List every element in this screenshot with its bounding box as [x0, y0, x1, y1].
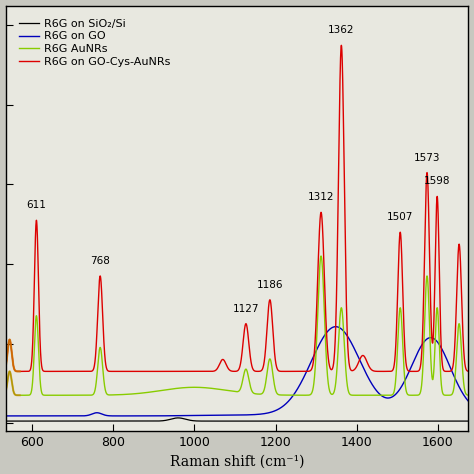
R6G on SiO₂/Si — [282, 418, 287, 424]
R6G AuNRs — [318, 253, 324, 259]
Text: 611: 611 — [27, 201, 46, 210]
R6G on SiO₂/Si — [3, 418, 9, 424]
R6G on GO — [87, 412, 93, 418]
Legend: R6G on SiO₂/Si, R6G on GO, R6G AuNRs, R6G on GO-Cys-AuNRs: R6G on SiO₂/Si, R6G on GO, R6G AuNRs, R6… — [16, 15, 173, 70]
R6G on GO — [468, 401, 474, 406]
R6G on GO — [333, 324, 338, 329]
Text: 1186: 1186 — [256, 280, 283, 290]
R6G on GO-Cys-AuNRs — [385, 369, 391, 374]
R6G on GO-Cys-AuNRs — [181, 369, 186, 374]
Text: 1312: 1312 — [308, 192, 334, 202]
R6G on SiO₂/Si — [181, 416, 186, 421]
Text: 1127: 1127 — [233, 304, 259, 314]
Line: R6G on GO-Cys-AuNRs: R6G on GO-Cys-AuNRs — [6, 46, 471, 372]
R6G on SiO₂/Si — [350, 418, 356, 424]
R6G on GO — [282, 402, 287, 408]
R6G AuNRs — [381, 392, 387, 398]
R6G on SiO₂/Si — [87, 418, 93, 424]
R6G on GO — [385, 395, 391, 401]
X-axis label: Raman shift (cm⁻¹): Raman shift (cm⁻¹) — [170, 455, 304, 468]
R6G AuNRs — [385, 392, 391, 398]
R6G AuNRs — [180, 385, 186, 391]
R6G on GO-Cys-AuNRs — [338, 43, 344, 48]
R6G AuNRs — [3, 389, 9, 395]
R6G on GO-Cys-AuNRs — [3, 364, 9, 370]
R6G on GO-Cys-AuNRs — [51, 369, 57, 374]
R6G on GO — [3, 413, 9, 419]
R6G AuNRs — [468, 392, 474, 398]
Text: 1507: 1507 — [387, 212, 413, 222]
R6G AuNRs — [305, 392, 311, 398]
Text: 1598: 1598 — [424, 176, 450, 186]
R6G on SiO₂/Si — [175, 415, 181, 421]
R6G on GO — [305, 366, 311, 372]
R6G on GO-Cys-AuNRs — [468, 369, 474, 374]
Line: R6G on GO: R6G on GO — [6, 327, 471, 416]
R6G on SiO₂/Si — [305, 418, 311, 424]
R6G on GO — [180, 413, 186, 419]
R6G on SiO₂/Si — [468, 418, 474, 424]
Text: 1573: 1573 — [414, 153, 440, 163]
Line: R6G on SiO₂/Si: R6G on SiO₂/Si — [6, 418, 471, 421]
R6G on GO-Cys-AuNRs — [87, 368, 93, 374]
R6G on GO-Cys-AuNRs — [305, 368, 311, 374]
R6G on GO — [350, 342, 356, 348]
R6G AuNRs — [87, 392, 93, 398]
R6G AuNRs — [282, 392, 287, 398]
Line: R6G AuNRs: R6G AuNRs — [6, 256, 471, 395]
Text: 768: 768 — [90, 256, 110, 266]
R6G AuNRs — [350, 392, 356, 398]
R6G on SiO₂/Si — [385, 418, 391, 424]
R6G on GO-Cys-AuNRs — [282, 369, 287, 374]
R6G on GO-Cys-AuNRs — [350, 368, 356, 374]
Text: 1362: 1362 — [328, 26, 355, 36]
